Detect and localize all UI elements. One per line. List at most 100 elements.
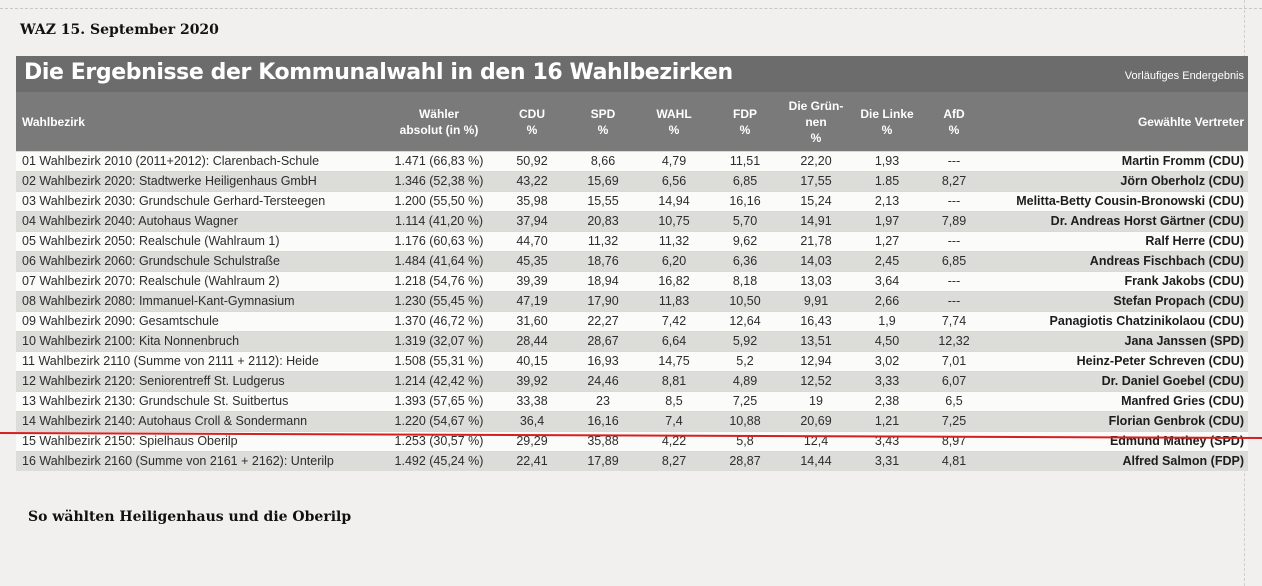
cell-wahl: 11,83 [658, 294, 690, 308]
cell-fdp: 7,25 [732, 394, 758, 408]
cell-wahl: 7,42 [661, 314, 687, 328]
paper-edge [0, 0, 1262, 9]
cell-linke: 2,13 [874, 194, 900, 208]
cell-linke: 1,21 [874, 414, 900, 428]
table-row: 05 Wahlbezirk 2050: Realschule (Wahlraum… [16, 231, 1248, 251]
cell-gruene: 13,03 [800, 274, 832, 288]
cell-afd: 4,81 [941, 454, 967, 468]
cell-gruene: 12,4 [803, 434, 829, 448]
cell-wahl: 14,75 [658, 354, 690, 368]
cell-fdp: 8,18 [732, 274, 758, 288]
header-linke: Die Linke % [860, 106, 914, 137]
cell-representative: Alfred Salmon (FDP) [1122, 454, 1244, 468]
cell-district: 14 Wahlbezirk 2140: Autohaus Croll & Son… [22, 414, 308, 428]
cell-afd: --- [947, 194, 961, 208]
cell-wahl: 14,94 [658, 194, 690, 208]
cell-fdp: 16,16 [729, 194, 761, 208]
cell-afd: --- [947, 234, 961, 248]
header-cdu: CDU % [519, 106, 545, 137]
table-title: Die Ergebnisse der Kommunalwahl in den 1… [24, 60, 733, 85]
cell-district: 01 Wahlbezirk 2010 (2011+2012): Clarenba… [22, 154, 320, 168]
cell-cdu: 33,38 [516, 394, 548, 408]
table-row: 14 Wahlbezirk 2140: Autohaus Croll & Son… [16, 411, 1248, 431]
cell-linke: 1,97 [874, 214, 900, 228]
cell-afd: 12,32 [938, 334, 970, 348]
cell-voters: 1.214 (42,42 %) [394, 374, 484, 388]
cell-spd: 16,93 [587, 354, 619, 368]
cell-linke: 1,93 [874, 154, 900, 168]
header-voters: Wähler absolut (in %) [399, 106, 479, 137]
cell-gruene: 21,78 [800, 234, 832, 248]
cell-district: 05 Wahlbezirk 2050: Realschule (Wahlraum… [22, 234, 280, 248]
cell-wahl: 6,20 [661, 254, 687, 268]
cell-fdp: 10,88 [729, 414, 761, 428]
table-row: 01 Wahlbezirk 2010 (2011+2012): Clarenba… [16, 151, 1248, 171]
cell-cdu: 40,15 [516, 354, 548, 368]
cell-fdp: 5,2 [736, 354, 754, 368]
cell-representative: Dr. Andreas Horst Gärtner (CDU) [1050, 214, 1244, 228]
header-wahl: WAHL % [656, 106, 692, 137]
cell-representative: Manfred Gries (CDU) [1121, 394, 1244, 408]
cell-representative: Martin Fromm (CDU) [1121, 154, 1244, 168]
cell-voters: 1.484 (41,64 %) [394, 254, 484, 268]
cell-representative: Jörn Oberholz (CDU) [1120, 174, 1244, 188]
cell-afd: --- [947, 294, 961, 308]
header-afd: AfD % [943, 106, 965, 137]
cell-fdp: 5,70 [732, 214, 758, 228]
header-fdp: FDP % [733, 106, 757, 137]
cell-wahl: 6,64 [661, 334, 687, 348]
cell-linke: 2,38 [874, 394, 900, 408]
cell-afd: 8,27 [941, 174, 967, 188]
cell-afd: --- [947, 274, 961, 288]
cell-wahl: 8,81 [661, 374, 687, 388]
cell-fdp: 4,89 [732, 374, 758, 388]
cell-wahl: 8,5 [665, 394, 683, 408]
cell-gruene: 9,91 [803, 294, 829, 308]
cell-fdp: 6,36 [732, 254, 758, 268]
cell-cdu: 39,39 [516, 274, 548, 288]
cell-district: 03 Wahlbezirk 2030: Grundschule Gerhard-… [22, 194, 326, 208]
table-row: 08 Wahlbezirk 2080: Immanuel-Kant-Gymnas… [16, 291, 1248, 311]
cell-cdu: 35,98 [516, 194, 548, 208]
table-row: 10 Wahlbezirk 2100: Kita Nonnenbruch 1.31… [16, 331, 1248, 351]
cell-representative: Stefan Propach (CDU) [1113, 294, 1244, 308]
header-representative: Gewählte Vertreter [1137, 114, 1244, 129]
cell-district: 13 Wahlbezirk 2130: Grundschule St. Suit… [22, 394, 289, 408]
cell-spd: 22,27 [587, 314, 619, 328]
cell-linke: 3,64 [874, 274, 900, 288]
cell-district: 07 Wahlbezirk 2070: Realschule (Wahlraum… [22, 274, 280, 288]
cell-gruene: 12,94 [800, 354, 832, 368]
cell-voters: 1.492 (45,24 %) [394, 454, 484, 468]
table-row: 06 Wahlbezirk 2060: Grundschule Schulstr… [16, 251, 1248, 271]
cell-linke: 1,9 [878, 314, 896, 328]
cell-district: 10 Wahlbezirk 2100: Kita Nonnenbruch [22, 334, 240, 348]
cell-linke: 3,31 [874, 454, 900, 468]
cell-cdu: 43,22 [516, 174, 548, 188]
cell-spd: 20,83 [587, 214, 619, 228]
cell-spd: 35,88 [587, 434, 619, 448]
cell-spd: 18,76 [587, 254, 619, 268]
cell-fdp: 9,62 [732, 234, 758, 248]
cell-cdu: 45,35 [516, 254, 548, 268]
cell-district: 02 Wahlbezirk 2020: Stadtwerke Heiligenh… [22, 174, 317, 188]
cell-wahl: 11,32 [658, 234, 690, 248]
cell-gruene: 20,69 [800, 414, 832, 428]
cell-spd: 15,69 [587, 174, 619, 188]
cell-spd: 17,90 [587, 294, 619, 308]
cell-gruene: 12,52 [800, 374, 832, 388]
cell-fdp: 6,85 [732, 174, 758, 188]
cell-afd: 7,89 [941, 214, 967, 228]
cell-cdu: 29,29 [516, 434, 548, 448]
cell-fdp: 12,64 [729, 314, 761, 328]
cell-representative: Ralf Herre (CDU) [1145, 234, 1244, 248]
cell-voters: 1.218 (54,76 %) [394, 274, 484, 288]
cell-fdp: 10,50 [729, 294, 761, 308]
cell-wahl: 16,82 [658, 274, 690, 288]
cell-wahl: 7,4 [665, 414, 683, 428]
cell-spd: 8,66 [590, 154, 616, 168]
cell-cdu: 37,94 [516, 214, 548, 228]
cell-afd: 6,5 [945, 394, 963, 408]
table-body: 01 Wahlbezirk 2010 (2011+2012): Clarenba… [16, 151, 1248, 471]
cell-voters: 1.370 (46,72 %) [394, 314, 484, 328]
cell-afd: 6,85 [941, 254, 967, 268]
